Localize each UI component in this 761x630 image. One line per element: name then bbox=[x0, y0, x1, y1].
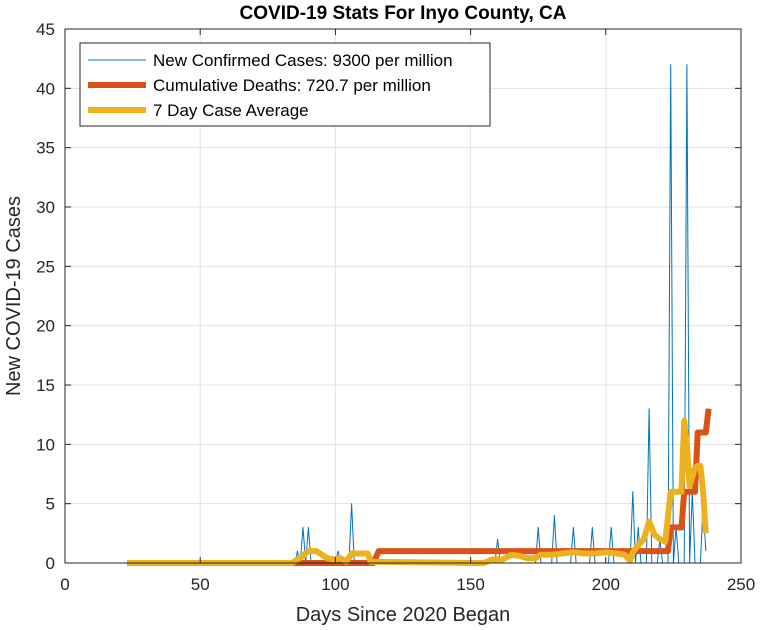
y-tick-label: 35 bbox=[36, 139, 55, 158]
cumulative-deaths-legend-label: Cumulative Deaths: 720.7 per million bbox=[153, 76, 431, 95]
axes-frame bbox=[64, 28, 742, 564]
y-tick-label: 0 bbox=[46, 554, 55, 573]
y-tick-label: 45 bbox=[36, 20, 55, 39]
y-tick-label: 15 bbox=[36, 376, 55, 395]
y-tick-label: 25 bbox=[36, 257, 55, 276]
y-tick-label: 5 bbox=[46, 495, 55, 514]
y-tick-label: 30 bbox=[36, 198, 55, 217]
legend: New Confirmed Cases: 9300 per million Cum… bbox=[79, 42, 491, 127]
x-tick-label: 200 bbox=[592, 575, 620, 594]
x-axis-title: Days Since 2020 Began bbox=[296, 604, 511, 626]
new-cases-legend-label: New Confirmed Cases: 9300 per million bbox=[153, 51, 453, 70]
cumulative-deaths-line bbox=[127, 408, 712, 566]
axis-ticks: 0 50 100 150 200 250 0 5 10 15 20 25 30 35 40 45 bbox=[36, 20, 755, 594]
chart-title: COVID-19 Stats For Inyo County, CA bbox=[240, 3, 567, 24]
x-tick-label: 250 bbox=[727, 575, 755, 594]
y-tick-label: 40 bbox=[36, 79, 55, 98]
y-tick-label: 20 bbox=[36, 317, 55, 336]
legend-box bbox=[79, 42, 491, 127]
seven-day-average-legend-label: 7 Day Case Average bbox=[153, 101, 309, 120]
x-tick-label: 50 bbox=[191, 575, 210, 594]
seven-day-average-line bbox=[127, 417, 709, 566]
x-tick-label: 0 bbox=[60, 575, 69, 594]
x-tick-label: 100 bbox=[321, 575, 349, 594]
y-axis-title: New COVID-19 Cases bbox=[3, 196, 25, 396]
x-tick-label: 150 bbox=[456, 575, 484, 594]
y-tick-label: 10 bbox=[36, 435, 55, 454]
series-lines bbox=[127, 64, 712, 566]
